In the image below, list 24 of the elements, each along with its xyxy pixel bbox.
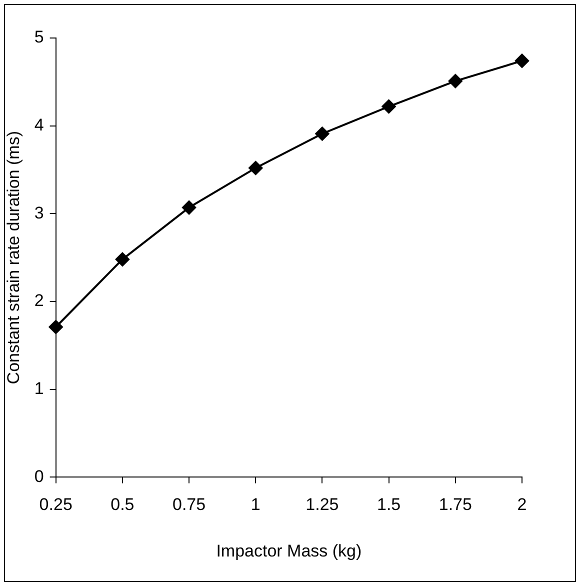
point	[48, 320, 63, 334]
x-tick-label: 1.25	[306, 495, 339, 514]
y-tick-label: 2	[34, 291, 44, 310]
point	[515, 54, 529, 68]
x-tick-label: 0.75	[172, 495, 206, 514]
x-tick-label: 1.75	[438, 495, 472, 514]
y-tick-label: 3	[34, 203, 44, 222]
y-tick-label: 4	[34, 116, 44, 135]
point	[182, 200, 196, 215]
x-tick-label: 1	[250, 495, 260, 514]
y-tick-label: 1	[34, 379, 44, 398]
point	[448, 74, 462, 88]
x-tick-label: 0.25	[39, 495, 72, 514]
point	[248, 161, 263, 176]
y-tick-label: 5	[34, 28, 44, 47]
point	[382, 100, 396, 114]
y-tick-label: 0	[34, 466, 44, 486]
x-tick-label: 0.5	[110, 495, 134, 514]
x-tick-label: 1.5	[376, 495, 401, 514]
y-axis-title: Constant strain rate duration (ms)	[4, 130, 23, 384]
x-tick-label: 2	[517, 495, 527, 514]
x-axis-title: Impactor Mass (kg)	[216, 541, 362, 560]
point	[315, 126, 330, 141]
point	[115, 252, 130, 266]
